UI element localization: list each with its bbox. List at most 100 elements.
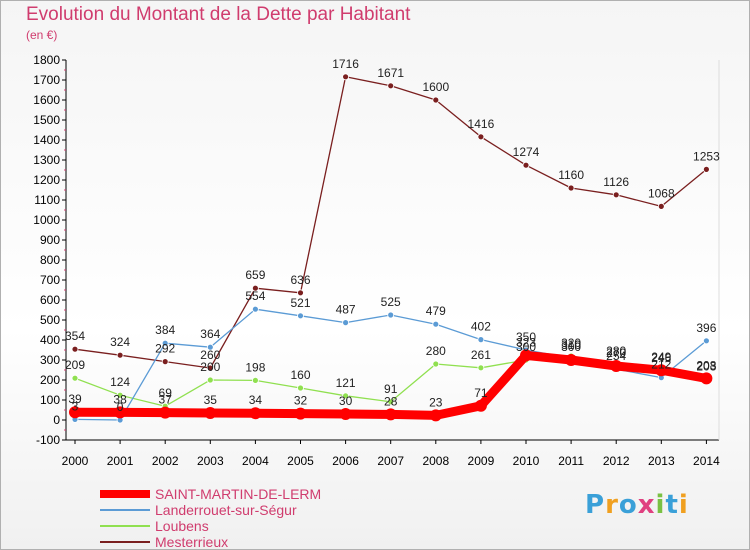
legend-label: SAINT-MARTIN-DE-LERM	[155, 486, 322, 502]
data-point	[703, 337, 710, 345]
data-point	[703, 165, 710, 173]
chart-unit-label: (en €)	[26, 28, 58, 42]
data-label: 39	[68, 392, 82, 406]
data-label: 1274	[513, 145, 540, 159]
data-label: 1160	[558, 168, 584, 182]
data-label: 160	[290, 368, 310, 382]
data-point	[342, 319, 350, 327]
data-point	[251, 284, 259, 292]
data-point	[294, 407, 307, 420]
data-point	[251, 305, 259, 313]
data-label: 320	[561, 336, 581, 350]
data-point	[477, 336, 485, 344]
data-point	[387, 82, 395, 90]
data-label: 208	[696, 358, 716, 372]
data-point	[342, 73, 350, 81]
data-label: 280	[426, 344, 446, 358]
data-point	[477, 133, 485, 141]
data-label: 354	[65, 329, 85, 343]
data-label: 254	[606, 349, 626, 363]
data-label: 324	[110, 335, 130, 349]
data-point	[610, 360, 623, 372]
data-label: 38	[113, 392, 127, 406]
y-tick-label: 800	[40, 253, 60, 267]
data-label: 364	[200, 327, 220, 341]
data-point	[477, 364, 485, 372]
x-tick-label: 2003	[197, 454, 224, 468]
data-point	[520, 349, 532, 362]
data-label: 300	[561, 340, 581, 354]
x-tick-label: 2002	[152, 454, 179, 468]
data-label: 300	[516, 340, 536, 354]
data-point	[522, 161, 530, 169]
data-label: 479	[426, 304, 446, 318]
y-tick-label: 300	[40, 353, 60, 367]
data-label: 396	[696, 321, 716, 335]
data-label: 310	[561, 338, 581, 352]
data-label: 525	[381, 295, 401, 309]
y-tick-label: 500	[40, 313, 60, 327]
y-tick-label: 1200	[33, 173, 60, 187]
y-tick-label: 1300	[33, 153, 60, 167]
data-label: 34	[249, 393, 263, 407]
data-label: 554	[245, 289, 265, 303]
data-point	[339, 408, 352, 420]
data-label: 384	[155, 323, 175, 337]
data-point	[387, 398, 395, 406]
data-point	[567, 184, 575, 192]
y-tick-label: 400	[40, 333, 60, 347]
data-label: 71	[474, 386, 488, 400]
data-point	[206, 364, 214, 372]
data-label: 249	[651, 350, 671, 364]
data-point	[657, 202, 665, 210]
data-point	[297, 312, 304, 320]
legend-swatch	[100, 525, 150, 527]
data-point	[655, 364, 668, 377]
data-label: 270	[606, 346, 626, 360]
x-tick-label: 2014	[693, 454, 720, 468]
data-point	[71, 374, 79, 382]
data-point	[432, 320, 440, 328]
data-label: 659	[245, 268, 265, 282]
data-label: 3	[72, 399, 79, 413]
data-point	[700, 372, 713, 385]
data-label: 1716	[332, 57, 359, 71]
data-label: 200	[200, 360, 220, 374]
data-point	[161, 339, 169, 347]
x-tick-label: 2004	[242, 454, 269, 468]
legend-swatch	[100, 541, 150, 543]
data-point	[474, 399, 487, 412]
x-tick-label: 2011	[558, 454, 584, 468]
data-label: 121	[336, 376, 356, 390]
legend-swatch	[100, 509, 150, 511]
data-label: 91	[384, 382, 398, 396]
data-label: 32	[294, 394, 308, 408]
data-label: 37	[159, 393, 173, 407]
data-label: 292	[155, 342, 175, 356]
data-label: 212	[651, 358, 671, 372]
data-point	[297, 384, 304, 392]
data-point	[159, 406, 172, 419]
legend-label: Landerrouet-sur-Ségur	[155, 502, 297, 518]
logo-letter: t	[665, 490, 679, 520]
x-tick-label: 2008	[422, 454, 449, 468]
chart-title: Evolution du Montant de la Dette par Hab…	[26, 4, 411, 25]
x-tick-label: 2006	[332, 454, 359, 468]
x-tick-label: 2012	[603, 454, 630, 468]
y-tick-label: 600	[40, 293, 60, 307]
data-label: 30	[339, 394, 353, 408]
data-point	[114, 406, 127, 419]
logo-letter: i	[655, 490, 666, 520]
data-label: 402	[471, 320, 491, 334]
data-point	[387, 311, 395, 319]
data-point	[249, 407, 262, 420]
data-label: 350	[516, 330, 536, 344]
y-tick-label: 1100	[34, 193, 60, 207]
data-point	[251, 376, 259, 384]
data-point	[71, 345, 79, 353]
y-tick-label: 200	[40, 373, 60, 387]
data-label: 280	[606, 344, 626, 358]
data-point	[612, 191, 620, 199]
data-label: 1253	[693, 149, 720, 163]
data-point	[432, 360, 440, 368]
